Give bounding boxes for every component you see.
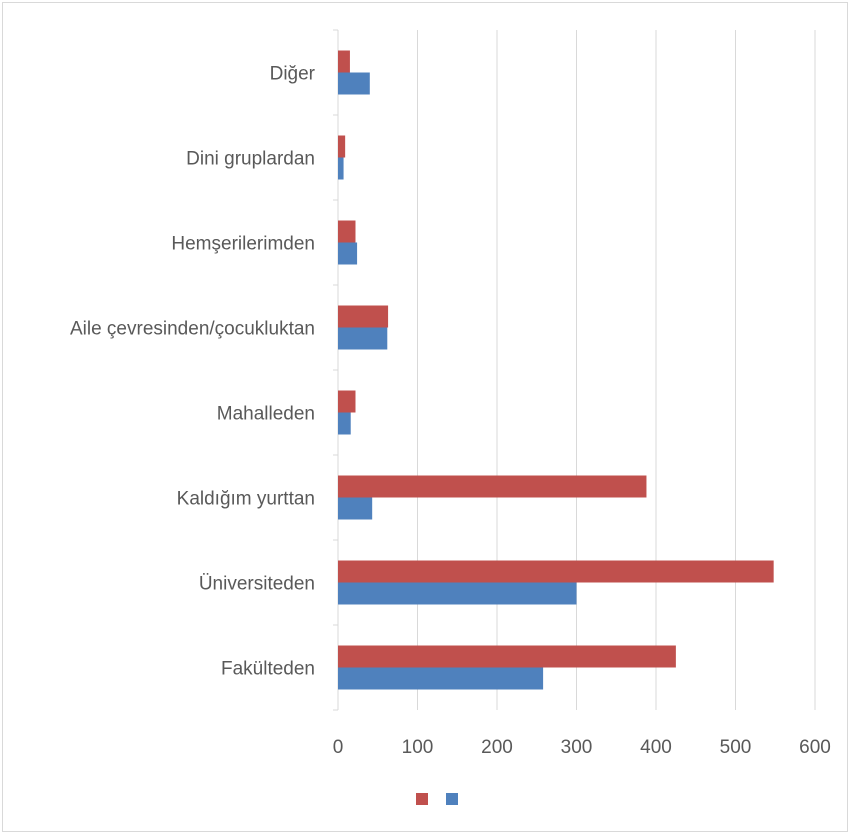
category-label: Diğer [270,64,316,85]
x-tick-label: 400 [640,737,672,758]
bar-series-2 [338,72,370,95]
bar-series-1 [338,390,356,413]
bar-series-1 [338,645,676,668]
x-tick-label: 0 [333,737,344,758]
bar-series-2 [338,667,544,690]
category-label: Dini gruplardan [186,149,315,170]
bar-series-1 [338,135,346,158]
bar-series-2 [338,157,344,180]
bar-series-2 [338,497,373,520]
category-label: Aile çevresinden/çocukluktan [70,319,315,340]
category-label: Fakülteden [221,659,315,680]
category-label: Üniversiteden [199,574,315,595]
bar-series-2 [338,582,577,605]
category-label: Kaldığım yurttan [177,489,315,510]
legend-key-series-1 [416,793,428,805]
bar-series-1 [338,560,774,583]
bar-series-1 [338,220,356,243]
bar-series-2 [338,242,358,265]
category-label: Mahalleden [217,404,315,425]
bar-series-1 [338,305,389,328]
bar-series-1 [338,50,350,73]
x-tick-label: 600 [799,737,831,758]
bar-series-2 [338,327,388,350]
bar-series-1 [338,475,647,498]
x-tick-label: 200 [481,737,513,758]
bar-series-2 [338,412,351,435]
legend-key-series-2 [446,793,458,805]
x-tick-label: 500 [720,737,752,758]
x-tick-label: 300 [561,737,593,758]
x-tick-label: 100 [402,737,434,758]
category-label: Hemşerilerimden [171,234,315,255]
